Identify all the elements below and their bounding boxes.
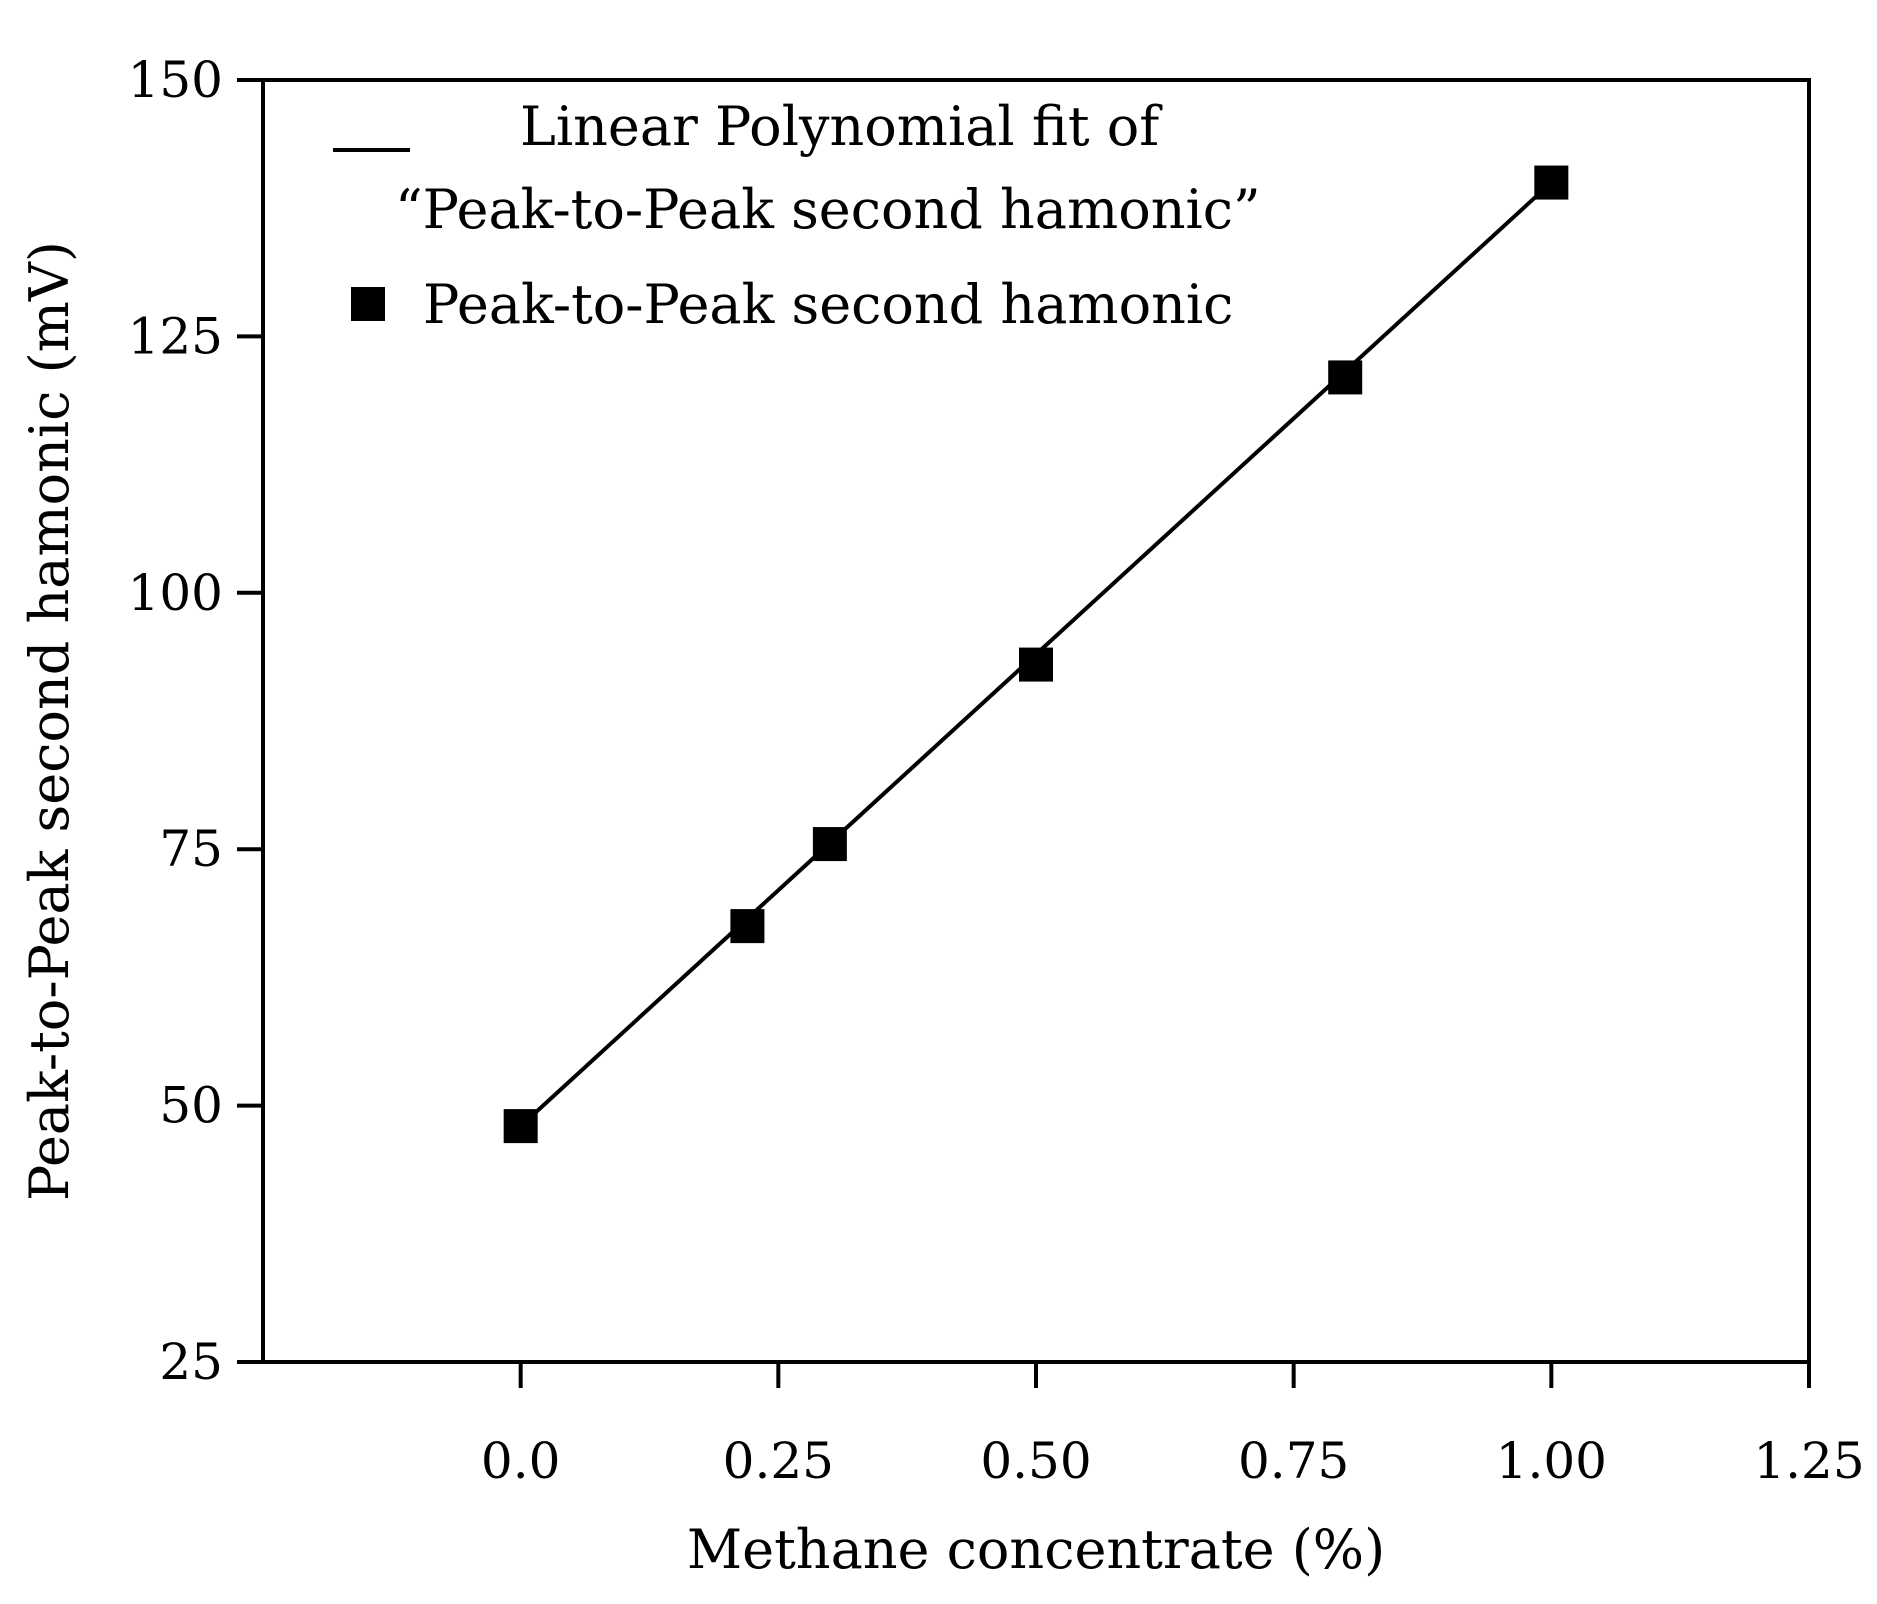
y-tick-label: 100 [128, 564, 223, 622]
x-tick-label: 1.00 [1496, 1432, 1607, 1490]
y-tick-label: 150 [128, 51, 223, 109]
axis-ticks [237, 78, 1811, 1388]
x-tick-label: 0.50 [980, 1432, 1091, 1490]
legend-marker-label: Peak-to-Peak second hamonic [423, 273, 1233, 336]
data-point [812, 827, 847, 862]
data-point [730, 909, 765, 944]
y-axis-title: Peak-to-Peak second hamonic (mV) [18, 241, 81, 1201]
legend-marker-swatch [351, 287, 385, 321]
legend-fit-label-line1: Linear Polynomial fit of [520, 95, 1163, 158]
data-point [1328, 360, 1363, 395]
data-point [503, 1109, 538, 1144]
x-axis-title: Methane concentrate (%) [687, 1518, 1385, 1581]
data-point [1534, 165, 1569, 200]
legend: Linear Polynomial fit of “Peak-to-Peak s… [333, 95, 1261, 336]
y-tick-label: 25 [159, 1333, 223, 1391]
x-tick-label: 1.25 [1753, 1432, 1864, 1490]
y-tick-label: 50 [159, 1077, 223, 1135]
x-tick-label: 0.75 [1238, 1432, 1349, 1490]
y-tick-label: 75 [159, 820, 223, 878]
y-tick-label: 125 [128, 307, 223, 365]
axis-tick-labels: 25 50 75 100 125 150 0.0 0.25 0.50 0.75 1.00 1.25 [128, 51, 1865, 1490]
data-point [1019, 647, 1053, 682]
x-tick-label: 0.25 [723, 1432, 834, 1490]
legend-fit-label-line2: “Peak-to-Peak second hamonic” [395, 178, 1261, 241]
x-tick-label: 0.0 [481, 1432, 561, 1490]
series-layer [503, 165, 1569, 1144]
